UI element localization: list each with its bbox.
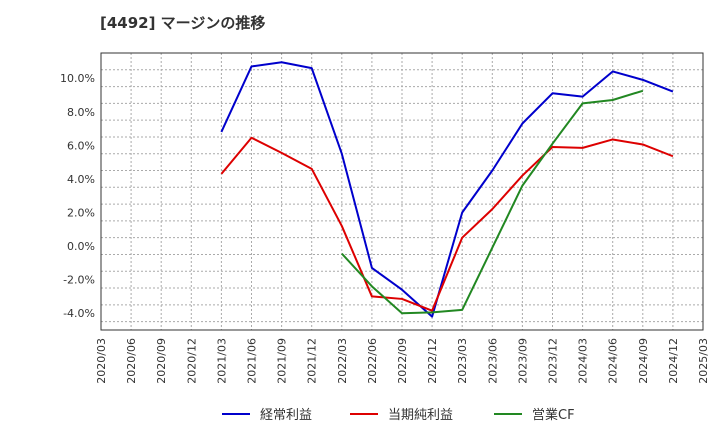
y-tick-label: 8.0% <box>67 106 95 119</box>
x-tick-label: 2023/03 <box>456 338 469 384</box>
x-tick-label: 2020/03 <box>95 338 108 384</box>
x-tick-label: 2022/06 <box>366 338 379 384</box>
y-tick-label: -4.0% <box>63 307 95 320</box>
x-tick-labels: 2020/03 2020/06 2020/09 2020/12 2021/03 2021/… <box>95 338 710 384</box>
plot-frame <box>100 52 704 331</box>
x-tick-label: 2020/06 <box>125 338 138 384</box>
x-tick-label: 2023/09 <box>516 338 529 384</box>
grid-lines <box>101 53 703 330</box>
chart-title: [4492] マージンの推移 <box>100 14 266 32</box>
y-tick-label: 0.0% <box>67 240 95 253</box>
x-tick-label: 2024/09 <box>637 338 650 384</box>
x-tick-label: 2021/03 <box>215 338 228 384</box>
x-tick-label: 2022/12 <box>426 338 439 384</box>
x-tick-label: 2025/03 <box>697 338 710 384</box>
series-lines <box>220 61 674 318</box>
x-tick-label: 2021/12 <box>306 338 319 384</box>
x-tick-label: 2020/12 <box>185 338 198 384</box>
x-tick-label: 2024/03 <box>577 338 590 384</box>
series-line-3 <box>341 89 644 315</box>
y-tick-label: 2.0% <box>67 206 95 219</box>
x-tick-label: 2023/06 <box>486 338 499 384</box>
legend-label: 営業CF <box>532 407 575 423</box>
x-tick-label: 2022/03 <box>336 338 349 384</box>
x-tick-label: 2024/06 <box>607 338 620 384</box>
series-line-1 <box>220 61 674 318</box>
legend: 経常利益 当期純利益 営業CF <box>222 407 575 423</box>
y-tick-label: 6.0% <box>67 139 95 152</box>
series-line-2 <box>220 136 674 312</box>
legend-label: 当期純利益 <box>388 408 453 423</box>
x-tick-label: 2023/12 <box>547 338 560 384</box>
legend-label: 経常利益 <box>260 408 312 423</box>
x-tick-label: 2021/09 <box>276 338 289 384</box>
x-tick-label: 2022/09 <box>396 338 409 384</box>
y-tick-labels: -4.0% -2.0% 0.0% 2.0% 4.0% 6.0% 8.0% 10.0% <box>60 72 95 320</box>
y-tick-label: -2.0% <box>63 274 95 287</box>
x-tick-label: 2024/12 <box>667 338 680 384</box>
x-tick-label: 2021/06 <box>246 338 259 384</box>
x-tick-label: 2020/09 <box>155 338 168 384</box>
y-tick-label: 4.0% <box>67 173 95 186</box>
y-tick-label: 10.0% <box>60 72 95 85</box>
